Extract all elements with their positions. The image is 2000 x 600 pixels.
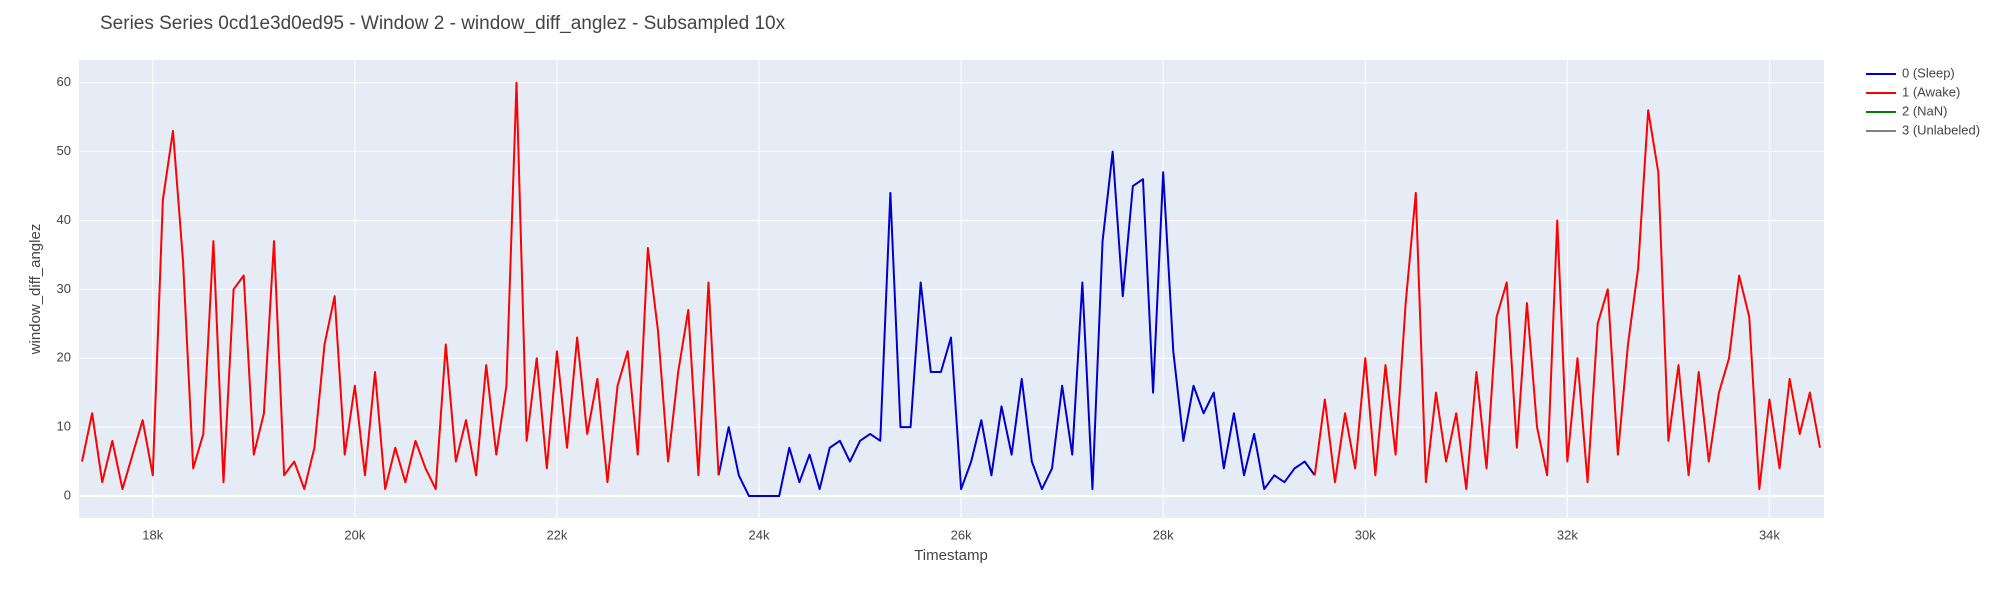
y-tick-label: 40 [57, 212, 71, 227]
y-axis-title: window_diff_anglez [27, 224, 44, 356]
legend-label: 3 (Unlabeled) [1902, 122, 1980, 137]
x-tick-label: 32k [1557, 527, 1578, 542]
x-tick-label: 24k [749, 527, 770, 542]
series-line [717, 150, 1316, 497]
x-axis-title: Timestamp [914, 547, 988, 564]
x-tick-label: 20k [344, 527, 365, 542]
series-line [81, 81, 1821, 491]
x-tick-label: 28k [1153, 527, 1174, 542]
y-tick-label: 0 [64, 487, 71, 502]
legend-label: 2 (NaN) [1902, 103, 1948, 118]
y-tick-label: 10 [57, 419, 71, 434]
x-tick-label: 18k [142, 527, 163, 542]
legend-label: 1 (Awake) [1902, 84, 1960, 99]
x-tick-label: 26k [951, 527, 972, 542]
x-tick-label: 30k [1355, 527, 1376, 542]
y-tick-label: 30 [57, 281, 71, 296]
x-tick-label: 22k [546, 527, 567, 542]
y-tick-label: 60 [57, 74, 71, 89]
y-tick-label: 50 [57, 143, 71, 158]
legend-label: 0 (Sleep) [1902, 65, 1955, 80]
chart-title: Series Series 0cd1e3d0ed95 - Window 2 - … [100, 13, 786, 34]
x-tick-label: 34k [1759, 527, 1780, 542]
y-tick-label: 20 [57, 350, 71, 365]
lines [81, 81, 1821, 497]
